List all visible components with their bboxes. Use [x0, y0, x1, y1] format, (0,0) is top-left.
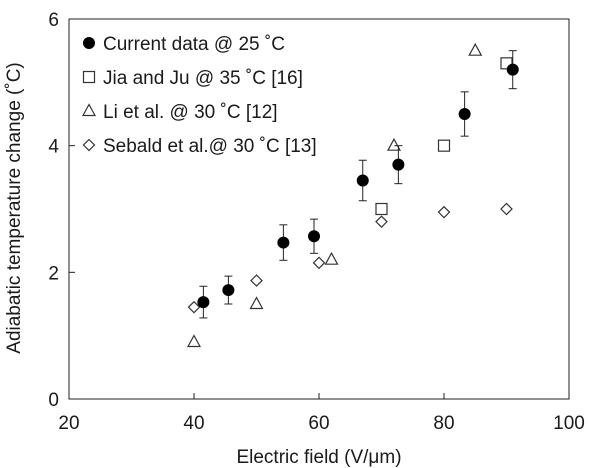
legend-marker [81, 103, 97, 117]
x-tick-label: 100 [553, 413, 585, 434]
legend-label: Current data @ 25 ˚C [103, 34, 285, 55]
x-tick-label: 60 [308, 413, 329, 434]
data-point [197, 296, 210, 309]
data-point [500, 202, 513, 216]
x-axis-label: Electric field (V/μm) [236, 447, 401, 468]
data-point [249, 296, 264, 310]
x-tick-label: 40 [183, 413, 204, 434]
y-tick-label: 2 [48, 263, 59, 284]
data-point [250, 274, 263, 287]
legend-label: Li et al. @ 30 ˚C [12] [103, 102, 278, 123]
data-point [375, 215, 388, 229]
data-point [458, 108, 471, 120]
legend-label: Jia and Ju @ 35 ˚C [16] [103, 68, 303, 89]
data-point [500, 57, 513, 70]
data-point [437, 205, 451, 219]
data-point [392, 158, 405, 171]
data-point [356, 174, 369, 187]
data-point [222, 284, 235, 297]
data-point [186, 334, 202, 348]
y-tick-label: 4 [48, 137, 59, 158]
data-point [386, 137, 402, 151]
legend-label: Sebald et al.@ 30 ˚C [13] [103, 136, 317, 157]
data-point [324, 251, 339, 265]
legend-marker [83, 37, 95, 49]
data-point [308, 230, 320, 243]
data-point [468, 42, 483, 56]
data-point [187, 300, 201, 314]
y-tick-label: 0 [48, 390, 59, 411]
data-point [375, 202, 388, 216]
data-point [312, 256, 326, 270]
plot-area: 20 40 60 80 100 0 2 4 6 Current data @ 25 ˚C Jia a… [48, 10, 584, 434]
data-point [437, 139, 451, 152]
y-tick-label: 6 [48, 10, 59, 31]
x-tick-label: 20 [58, 413, 79, 434]
x-tick-label: 80 [433, 413, 454, 434]
legend-marker [82, 70, 96, 84]
data-point [277, 236, 290, 249]
y-axis-label: Adiabatic temperature change (˚C) [4, 62, 25, 353]
data-point [506, 63, 519, 76]
legend-marker [82, 138, 96, 152]
